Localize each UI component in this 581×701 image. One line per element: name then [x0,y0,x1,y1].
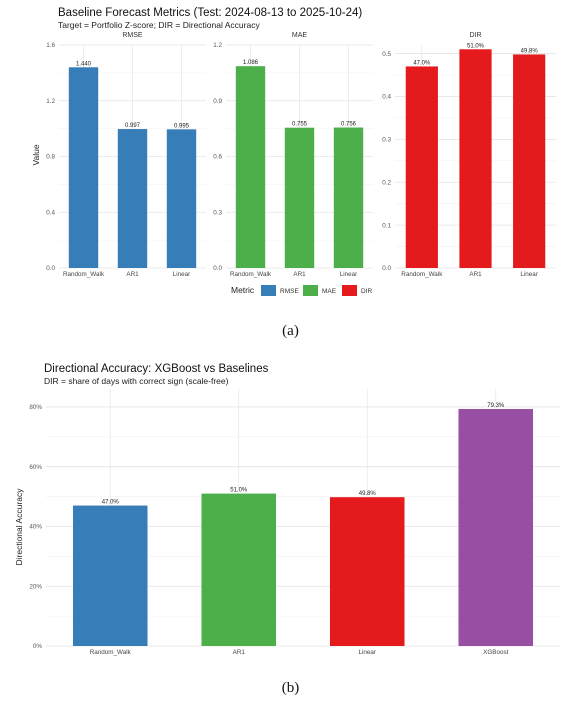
facet-mae-category-label: AR1 [293,271,306,278]
chart-b-ytick-label: 20% [29,583,42,590]
facet-rmse-value-label: 0.997 [125,123,141,129]
figure-a-facets: RMSE 0.0 0.4 0.8 1.2 1.6 1.440 Random_Walk 0.997… [46,32,556,278]
facet-rmse-ytick-label: 1.2 [46,98,55,105]
facet-dir-ytick-label: 0.2 [382,179,391,186]
facet-rmse-ytick-label: 1.6 [46,42,55,49]
facet-dir-ytick-label: 0.0 [382,265,391,272]
legend-label-dir: DIR [361,288,373,295]
facet-dir-group: DIR 0.0 0.1 0.2 0.3 0.4 0.5 47.0% Random_Walk 51.… [382,32,556,278]
facet-rmse-category-label: Linear [173,271,191,278]
facet-dir-ytick-label: 0.5 [382,51,391,58]
legend-swatch-dir [342,285,357,296]
facet-rmse-ytick-label: 0.8 [46,154,55,161]
chart-b-category-label: Random_Walk [90,649,132,656]
figure-a-caption: (a) [282,323,299,339]
facet-mae-ytick-label: 1.2 [213,42,222,49]
facet-rmse-bar [117,129,148,268]
legend-swatch-mae [303,285,318,296]
facet-dir-bar [459,49,492,269]
facet-dir-value-label: 47.0% [413,60,431,66]
facet-mae-ytick-label: 0.6 [213,154,222,161]
chart-b-category-label: XGBoost [483,649,508,656]
chart-b-value-label: 49.8% [359,491,377,497]
figure-b-chart: 0% 20% 40% 60% 80% 47.0% Random_Walk 51.0% AR1 49… [29,389,560,656]
chart-b-group: 0% 20% 40% 60% 80% 47.0% Random_Walk 51.0% AR1 49… [29,389,560,656]
legend-label-rmse: RMSE [280,288,299,295]
facet-dir-strip-title: DIR [469,32,481,39]
figure-b-ylabel: Directional Accuracy [14,488,24,566]
facet-mae-value-label: 0.755 [292,122,308,128]
facet-mae-group: MAE 0.0 0.3 0.6 0.9 1.2 1.086 Random_Walk 0.755 A… [213,32,373,278]
facet-dir-category-label: Linear [520,271,538,278]
chart-b-value-label: 79.3% [487,403,505,409]
facet-dir-category-label: AR1 [469,271,482,278]
facet-dir-category-label: Random_Walk [401,271,443,278]
figure-b-caption: (b) [281,680,300,696]
facet-rmse-category-label: Random_Walk [63,271,105,278]
chart-b-bar [458,409,534,646]
chart-b-bar [72,505,148,646]
figure-b-subtitle: DIR = share of days with correct sign (s… [44,376,229,386]
chart-b-ytick-label: 80% [29,404,42,411]
facet-rmse-category-label: AR1 [126,271,139,278]
chart-b-value-label: 51.0% [230,488,248,494]
facet-mae-bar [235,66,266,268]
facet-rmse-group: RMSE 0.0 0.4 0.8 1.2 1.6 1.440 Random_Walk 0.997… [46,32,206,278]
facet-mae-ytick-label: 0.3 [213,209,222,216]
facet-rmse-value-label: 0.995 [174,123,190,129]
facet-mae-category-label: Linear [340,271,358,278]
facet-rmse-ytick-label: 0.0 [46,265,55,272]
figure-a-subtitle: Target = Portfolio Z-score; DIR = Direct… [58,20,260,30]
facet-dir-value-label: 49.8% [521,48,539,54]
facet-dir-ytick-label: 0.3 [382,137,391,144]
chart-b-ytick-label: 60% [29,464,42,471]
chart-b-ytick-label: 40% [29,524,42,531]
facet-dir-ytick-label: 0.1 [382,222,391,229]
facet-rmse-bar [68,67,99,268]
chart-b-ytick-label: 0% [33,643,43,650]
facet-mae-category-label: Random_Walk [230,271,272,278]
facet-mae-bar [284,127,315,268]
chart-b-value-label: 47.0% [102,500,120,506]
facet-mae-value-label: 1.086 [243,60,259,66]
legend-swatch-rmse [261,285,276,296]
chart-b-category-label: AR1 [233,649,246,656]
facet-mae-ytick-label: 0.9 [213,98,222,105]
legend-title: Metric [231,285,255,295]
chart-b-category-label: Linear [358,649,376,656]
legend-label-mae: MAE [322,288,337,295]
facet-dir-bar [513,54,546,268]
figure-b-title: Directional Accuracy: XGBoost vs Baselin… [44,363,269,375]
facet-dir-ytick-label: 0.4 [382,94,391,101]
figure-a-title: Baseline Forecast Metrics (Test: 2024-08… [58,7,362,19]
facet-dir-bar [405,66,438,268]
facet-mae-value-label: 0.756 [341,122,357,128]
facet-mae-ytick-label: 0.0 [213,265,222,272]
facet-rmse-value-label: 1.440 [76,61,92,67]
facet-dir-value-label: 51.0% [467,43,485,49]
chart-b-bar [201,493,277,646]
figure-a-legend: Metric RMSE MAE DIR [231,285,373,296]
chart-b-bar [329,497,405,646]
facet-rmse-bar [166,129,197,268]
facet-mae-bar [333,127,364,268]
figure-a-ylabel: Value [31,144,41,165]
facet-mae-strip-title: MAE [292,32,308,39]
facet-rmse-ytick-label: 0.4 [46,209,55,216]
facet-rmse-strip-title: RMSE [122,32,143,39]
